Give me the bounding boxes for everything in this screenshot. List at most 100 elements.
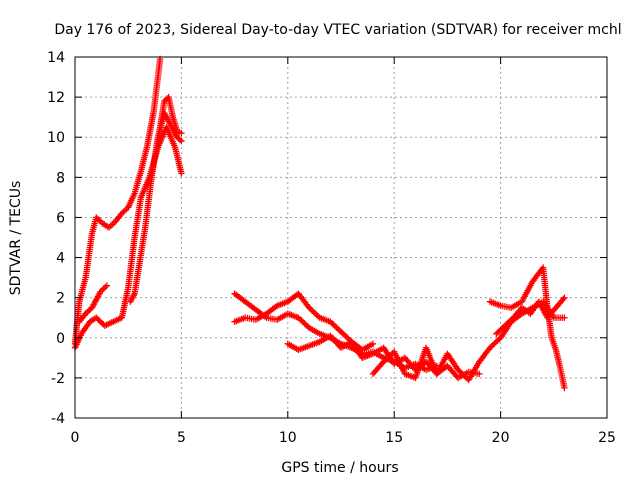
track-segment (89, 298, 99, 310)
track-segment (150, 57, 164, 113)
track-segment (553, 295, 567, 310)
data-point (476, 370, 483, 378)
y-tick-label: 4 (56, 251, 65, 267)
track-segment (164, 125, 178, 149)
data-point (178, 130, 185, 137)
track-segment (466, 360, 482, 382)
tick-labels: 0 5 10 15 20 25 -4 -2 0 2 4 6 8 10 12 14 (47, 50, 616, 446)
y-tick-label: 0 (56, 331, 65, 347)
x-tick-label: 0 (71, 430, 80, 446)
track-segment (371, 360, 386, 376)
x-axis-label: GPS time / hours (281, 460, 398, 476)
track-segment (488, 299, 502, 309)
track-segment (540, 266, 551, 309)
track-segment (307, 339, 322, 349)
data-point (178, 138, 185, 145)
series-track (71, 55, 164, 347)
x-tick-label: 10 (279, 430, 297, 446)
track-segment (144, 110, 157, 147)
track-segment (494, 323, 507, 336)
track-segment (77, 312, 88, 324)
track-segment (307, 305, 322, 320)
track-segment (553, 348, 563, 370)
track-segment (120, 205, 130, 216)
track-segment (76, 276, 89, 303)
track-segment (233, 315, 247, 325)
track-segment (360, 341, 375, 352)
track-segment (286, 341, 300, 352)
data-point (561, 294, 568, 301)
track-segment (360, 351, 375, 361)
track-segment (107, 219, 117, 230)
series-track (493, 294, 568, 337)
track-segment (98, 283, 109, 294)
track-segment (128, 292, 137, 304)
y-tick-label: 10 (47, 130, 65, 146)
track-segment (125, 191, 137, 209)
track-segment (168, 123, 180, 139)
track-segment (488, 336, 503, 350)
track-segment (403, 371, 417, 381)
track-segment (94, 215, 105, 226)
track-segment (162, 111, 173, 127)
grid-lines (75, 57, 607, 418)
track-segment (136, 226, 149, 269)
track-segment (232, 291, 247, 304)
y-tick-label: 12 (47, 90, 65, 106)
y-tick-label: 6 (56, 210, 65, 226)
track-segment (243, 299, 258, 312)
y-tick-label: 14 (47, 50, 65, 66)
y-tick-label: 2 (56, 291, 65, 307)
data-point (178, 170, 185, 177)
track-segment (434, 352, 450, 376)
axis-ticks (74, 56, 608, 419)
y-axis-label: SDTVAR / TECUs (8, 181, 24, 296)
track-segment (131, 196, 144, 239)
track-segment (113, 211, 124, 224)
track-segment (172, 146, 185, 175)
track-segment (82, 232, 95, 279)
y-tick-label: 8 (56, 170, 65, 186)
data-point (369, 340, 377, 347)
track-segment (142, 176, 155, 229)
track-segment (254, 311, 268, 322)
track-segment (275, 311, 290, 322)
data-points (71, 55, 568, 392)
track-segment (296, 292, 312, 310)
series-track (152, 93, 185, 157)
track-segment (138, 144, 151, 173)
track-segment (162, 95, 171, 103)
track-segment (519, 280, 535, 304)
track-segment (153, 126, 163, 155)
track-segment (328, 320, 343, 334)
track-segment (101, 221, 111, 230)
x-tick-label: 20 (492, 430, 510, 446)
track-segment (423, 346, 440, 376)
data-point (103, 282, 111, 289)
track-segment (264, 303, 279, 316)
series-track (486, 264, 568, 392)
data-point (561, 384, 568, 392)
track-segment (503, 315, 516, 328)
track-segment (391, 350, 408, 376)
track-segment (307, 325, 322, 336)
plot-frame (74, 56, 608, 419)
y-tick-label: -2 (51, 371, 65, 387)
track-segment (175, 135, 184, 144)
track-segment (157, 99, 168, 129)
track-segment (84, 306, 94, 316)
track-segment (297, 343, 311, 353)
track-segment (132, 170, 144, 195)
x-tick-label: 15 (385, 430, 403, 446)
y-tick-label: -4 (51, 411, 65, 427)
track-segment (549, 336, 559, 351)
track-segment (477, 346, 492, 364)
track-segment (125, 236, 138, 289)
track-segment (88, 315, 98, 324)
track-segment (445, 352, 461, 372)
track-segment (111, 315, 124, 325)
chart-title: Day 176 of 2023, Sidereal Day-to-day VTE… (54, 22, 621, 38)
data-point (561, 314, 568, 321)
track-segment (119, 286, 131, 319)
